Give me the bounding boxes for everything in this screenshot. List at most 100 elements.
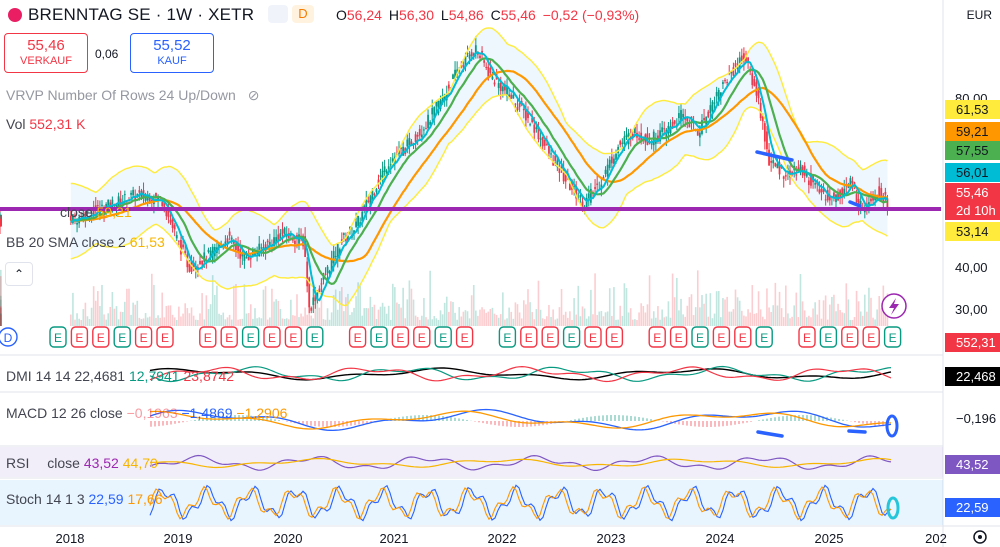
earnings-badge-label: E [867, 331, 875, 345]
volume-bar [477, 315, 479, 326]
candle-body [617, 146, 620, 154]
candle-body [464, 55, 467, 68]
buy-button[interactable]: 55,52 KAUF [130, 33, 214, 73]
macd-histogram-bar [614, 415, 616, 421]
sell-button[interactable]: 55,46 VERKAUF [4, 33, 88, 73]
volume-bar [169, 305, 172, 326]
volume-bar [94, 300, 97, 326]
volume-bar [144, 313, 147, 326]
volume-bar [676, 277, 678, 326]
vrvp-legend[interactable]: VRVP Number Of Rows 24 Up/Down ⊘ [6, 87, 259, 104]
candle-body [715, 92, 718, 97]
macd-histogram-bar [154, 421, 156, 427]
visibility-icon[interactable] [268, 5, 288, 23]
candle-body [320, 283, 323, 285]
earnings-badge-label: E [717, 331, 725, 345]
volume-bar [371, 307, 374, 326]
volume-bar [235, 284, 237, 326]
earnings-badge-label: E [739, 331, 747, 345]
volume-bar [878, 295, 881, 326]
candle-body [814, 183, 817, 185]
volume-legend[interactable]: Vol 552,31 K [6, 116, 85, 132]
macd-histogram-bar [506, 421, 508, 427]
dmi-minus-line [149, 365, 892, 383]
volume-bar [318, 307, 321, 326]
interval-badge[interactable]: D [292, 5, 314, 23]
volume-bar [590, 289, 592, 326]
volume-bar [322, 319, 325, 326]
candle-body [859, 200, 862, 206]
earnings-event-badge: E [70, 326, 89, 348]
candle-body [650, 143, 653, 145]
macd-histogram-bar [642, 417, 644, 421]
volume-bar [776, 305, 779, 326]
candle-body [387, 166, 390, 169]
symbol-title[interactable]: BRENNTAG SE · 1W · XETR [28, 5, 255, 24]
volume-bar [351, 312, 353, 326]
candle-body [134, 197, 137, 200]
candle-body [416, 135, 419, 137]
x-tick-label: 2018 [56, 531, 85, 546]
bb-legend[interactable]: BB 20 SMA close 2 61,53 [6, 234, 165, 250]
volume-bar [514, 302, 517, 326]
candle-body [696, 128, 699, 136]
annotation-stroke [756, 430, 784, 438]
volume-bar [728, 311, 731, 326]
volume-bar [759, 309, 762, 326]
volume-bar [412, 299, 415, 326]
collapse-legend-button[interactable]: ⌃ [5, 262, 33, 286]
currency-label[interactable]: EUR [966, 8, 992, 22]
volume-bar [306, 314, 308, 326]
candle-body [230, 237, 233, 240]
ema-slow-line [70, 69, 888, 263]
macd-histogram-bar [366, 421, 368, 424]
x-tick-label: 2024 [706, 531, 735, 546]
macd-histogram-bar [882, 421, 884, 427]
candle-body [851, 180, 854, 184]
earnings-badge-frame [605, 326, 624, 348]
volume-bar [638, 312, 640, 326]
volume-bar [117, 319, 120, 326]
macd-histogram-bar [622, 415, 624, 421]
volume-bar [741, 310, 743, 326]
macd-histogram-bar [290, 421, 292, 423]
macd-histogram-bar [358, 421, 360, 425]
volume-bar [805, 317, 808, 326]
volume-bar [493, 313, 496, 326]
price-axis-label: 61,53 [945, 100, 1000, 119]
candle-body [373, 193, 376, 195]
rsi-legend[interactable]: RSI close 43,52 44,70 [6, 455, 158, 471]
dmi-legend[interactable]: DMI 14 14 22,4681 12,7941 23,8742 [6, 368, 234, 384]
ohlc-readout: O56,24 H56,30 L54,86 C55,46 −0,52 (−0,93… [336, 7, 642, 23]
candle-body [770, 161, 773, 163]
macd-legend[interactable]: MACD 12 26 close −0,1963 −1,4869 −1,2906 [6, 405, 287, 421]
volume-bar [0, 295, 2, 326]
volume-bar [458, 307, 461, 326]
macd-label: MACD 12 26 close [6, 405, 123, 421]
volume-bar [0, 315, 2, 326]
price-axis-label-bg [945, 409, 1000, 428]
volume-bar [884, 310, 887, 326]
candle-body [0, 222, 2, 227]
macd-histogram-bar [354, 421, 356, 426]
stoch-label: Stoch 14 1 3 [6, 491, 85, 507]
volume-bar [504, 319, 506, 326]
volume-bar [353, 307, 355, 326]
volume-bar [84, 302, 87, 326]
stoch-legend[interactable]: Stoch 14 1 3 22,59 17,66 [6, 491, 163, 507]
macd-histogram-bar [170, 421, 172, 425]
candle-body [680, 110, 682, 122]
candle-body [669, 126, 672, 134]
volume-bar [0, 307, 2, 326]
candle-body [596, 183, 599, 185]
earnings-event-badge: E [391, 326, 410, 348]
earnings-badge-label: E [311, 331, 319, 345]
earnings-badge-frame [755, 326, 773, 348]
macd-line [149, 408, 892, 432]
bb-fill [70, 28, 888, 306]
earnings-badge-label: E [696, 331, 704, 345]
candle-body [504, 84, 506, 91]
earnings-event-badge: E [220, 326, 238, 348]
ema-legend[interactable]: close 59,21 [60, 204, 132, 220]
